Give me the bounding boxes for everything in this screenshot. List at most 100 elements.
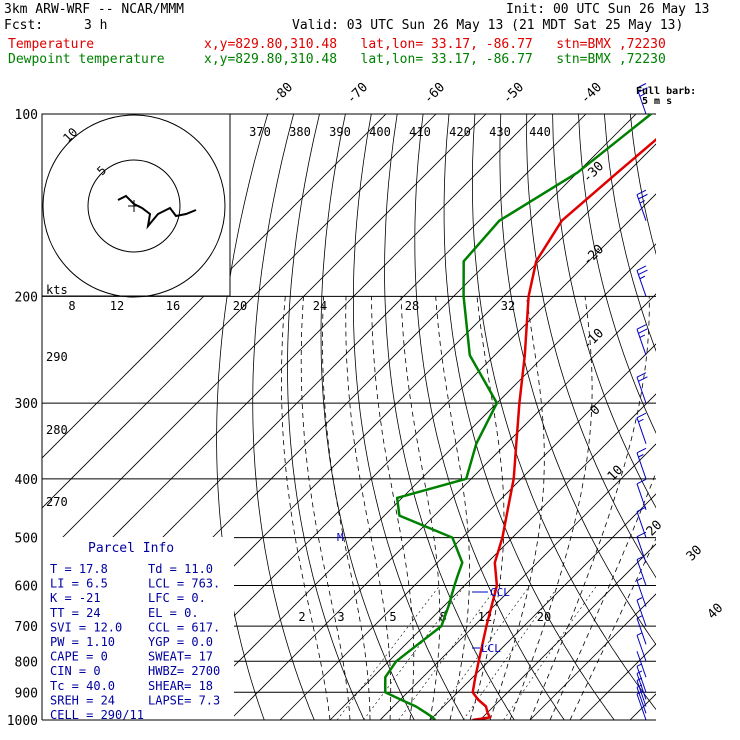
isotherm-label: -60 [421, 80, 448, 107]
valid-time: Valid: 03 UTC Sun 26 May 13 (21 MDT Sat … [292, 18, 684, 33]
parcel-info-left: CIN = 0 [50, 664, 101, 678]
wind-barb-flag [636, 189, 647, 196]
moist-adiabat-line [549, 471, 656, 720]
wind-barb-staff [636, 536, 647, 563]
dry-adiabat-line [352, 114, 465, 720]
wind-barb [636, 265, 648, 297]
pressure-tick-label: 200 [15, 290, 38, 305]
isotherm-line [429, 493, 656, 720]
isotherm-label: 20 [644, 518, 666, 540]
wind-barb-flag [639, 334, 646, 338]
parcel-info-left: SVI = 12.0 [50, 620, 122, 634]
barb-legend-title: Full barb: [636, 86, 696, 97]
isotherm-line [279, 343, 656, 720]
hodograph-trace [117, 194, 197, 230]
dry-adiabat-line [526, 114, 656, 579]
moist-adiabat-line [345, 296, 392, 720]
theta-side-label: 290 [46, 350, 68, 364]
wind-barb [636, 615, 647, 645]
wind-barb-flag [636, 556, 643, 561]
dewpoint-legend: Dewpoint temperature [8, 52, 165, 67]
isotherm-line [479, 543, 656, 720]
pressure-tick-label: 400 [15, 473, 38, 488]
dewpoint-trace [383, 114, 652, 720]
dry-adiabat-line [682, 114, 740, 720]
wind-barb-staff [636, 673, 647, 700]
mixing-ratio-label: 20 [537, 610, 551, 624]
wind-barb-staff [636, 483, 647, 511]
parcel-info-left: LI = 6.5 [50, 577, 108, 591]
forecast-hours: 3 h [84, 18, 108, 33]
isotherm-line [229, 293, 656, 720]
wind-barb [636, 556, 647, 586]
wind-barb-flag [636, 324, 647, 330]
pressure-tick-label: 800 [15, 655, 38, 670]
isotherm-line [579, 643, 656, 720]
parcel-info-left: T = 17.8 [50, 562, 108, 576]
wind-barb-staff [636, 376, 647, 404]
wind-barb-flag [639, 200, 646, 204]
theta-label: 400 [369, 125, 391, 139]
wind-barb-flag [636, 447, 647, 454]
temperature-location: x,y=829.80,310.48 lat,lon= 33.17, -86.77… [204, 37, 666, 52]
moist-adiabat-line [489, 296, 545, 720]
wind-barb-flag [638, 87, 648, 93]
moist-adiabat-line [300, 296, 351, 720]
pressure-tick-label: 700 [15, 620, 38, 635]
isotherm-line [529, 593, 656, 720]
dry-adiabat-line [471, 114, 656, 711]
wind-barb-flag [636, 412, 647, 419]
wind-barb-staff [636, 651, 647, 678]
isotherm-label: 10 [605, 463, 627, 485]
parcel-info-left: PW = 1.10 [50, 635, 115, 649]
mixing-ratio-label: 5 [389, 610, 396, 624]
mixing-ratio-line [336, 585, 440, 720]
mixing-ratio-label: 8 [68, 299, 75, 313]
wind-barb-staff [636, 693, 647, 721]
isotherm-label: 30 [684, 543, 706, 565]
dry-adiabat-line [414, 114, 565, 720]
isotherm-label: -10 [580, 326, 607, 353]
wind-barb [636, 651, 647, 678]
dry-adiabat-line [287, 114, 365, 720]
pressure-tick-label: 600 [15, 580, 38, 595]
model-title: 3km ARW-WRF -- NCAR/MMM [4, 2, 185, 17]
parcel-info-right: Td = 11.0 [148, 562, 213, 576]
parcel-info-left: K = -21 [50, 591, 101, 605]
wind-barb-flag [636, 632, 643, 636]
theta-label: 380 [289, 125, 311, 139]
mixing-ratio-label: 12 [110, 299, 124, 313]
parcel-info-right: HWBZ= 2700 [148, 664, 220, 678]
pressure-tick-label: 500 [15, 532, 38, 547]
mixing-ratio-label: 24 [313, 299, 327, 313]
isotherm-line [42, 114, 387, 459]
theta-side-label: 280 [46, 423, 68, 437]
parcel-info-right: SHEAR= 18 [148, 679, 213, 693]
parcel-info-right: LAPSE= 7.3 [148, 693, 220, 707]
wind-barb-staff [636, 511, 647, 538]
pressure-tick-label: 300 [15, 397, 38, 412]
wind-barb-flag [636, 506, 647, 513]
m-marker: M [337, 531, 344, 544]
wind-barb-staff [636, 328, 647, 356]
theta-label: 440 [529, 125, 551, 139]
isotherm-line [680, 114, 740, 720]
wind-barb-flag [638, 269, 648, 276]
wind-barb-staff [636, 559, 647, 586]
dry-adiabat-line [499, 114, 656, 646]
wind-barb-flag [639, 93, 646, 97]
isotherm-line [329, 393, 656, 720]
wind-barb [636, 478, 647, 511]
dry-adiabat-line [655, 114, 656, 116]
wind-barb-staff [636, 270, 647, 297]
wind-barb [636, 577, 647, 607]
mixing-ratio-label: 20 [233, 299, 247, 313]
wind-barb-flag [638, 193, 648, 200]
isotherm-line [379, 443, 656, 720]
moist-adiabat-line [469, 296, 505, 720]
lcl-label: LCL [481, 642, 501, 655]
init-time: Init: 00 UTC Sun 26 May 13 [506, 2, 710, 17]
isotherm-line [629, 693, 656, 720]
moist-adiabat-line [509, 296, 593, 720]
